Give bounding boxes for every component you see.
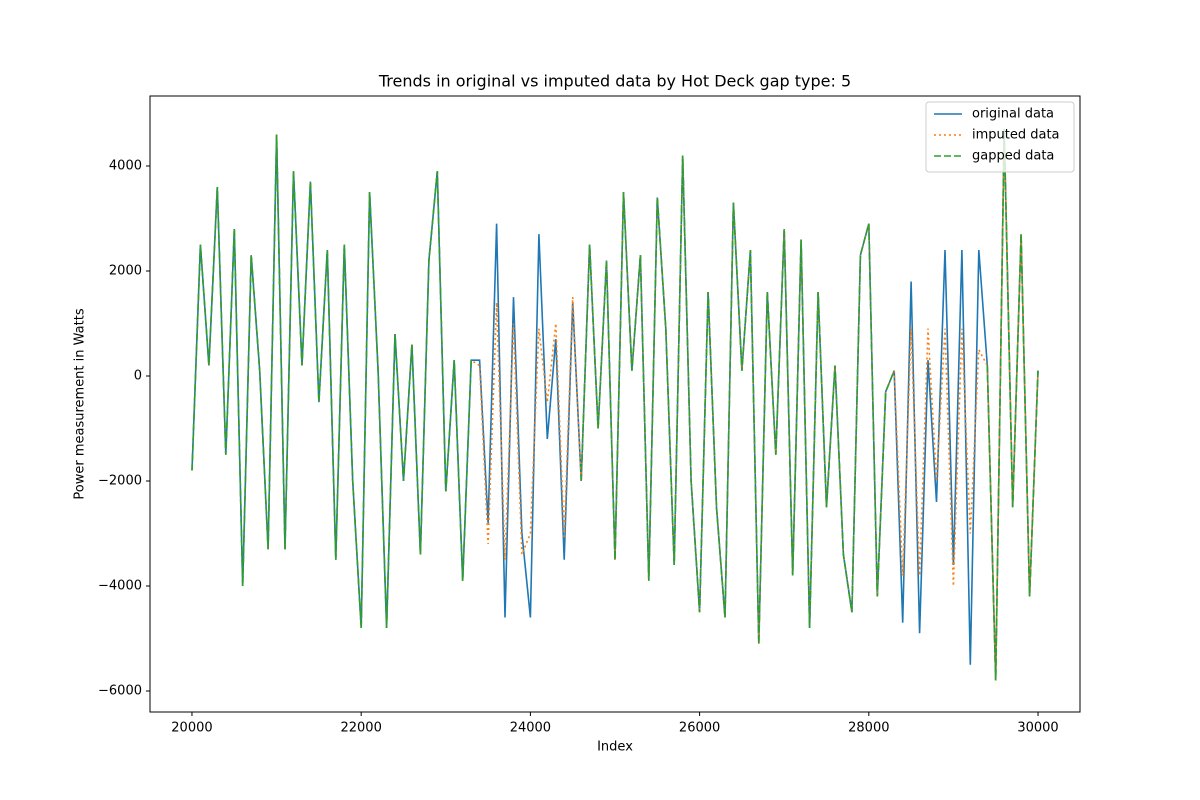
- x-tick-label: 26000: [679, 721, 720, 736]
- legend-box: [925, 101, 1075, 173]
- x-tick-label: 24000: [510, 721, 551, 736]
- chart-title: Trends in original vs imputed data by Ho…: [378, 72, 851, 91]
- y-tick-label: 4000: [109, 158, 142, 173]
- plot-frame: [149, 95, 1081, 713]
- x-tick-label: 22000: [340, 721, 381, 736]
- legend-label: imputed data: [972, 128, 1060, 143]
- series-line: [191, 129, 1039, 681]
- y-tick-label: −2000: [98, 473, 142, 488]
- y-tick-label: 0: [134, 368, 142, 383]
- legend-label: gapped data: [972, 149, 1054, 164]
- series-line: [191, 129, 1039, 681]
- y-tick-label: 2000: [109, 263, 142, 278]
- y-tick-label: −6000: [98, 683, 142, 698]
- y-tick-label: −4000: [98, 578, 142, 593]
- legend-label: original data: [972, 107, 1054, 122]
- x-tick-label: 28000: [848, 721, 889, 736]
- x-tick-label: 20000: [171, 721, 212, 736]
- y-axis-label: Power measurement in Watts: [73, 308, 88, 499]
- x-tick-label: 30000: [1017, 721, 1058, 736]
- x-axis-label: Index: [597, 740, 633, 755]
